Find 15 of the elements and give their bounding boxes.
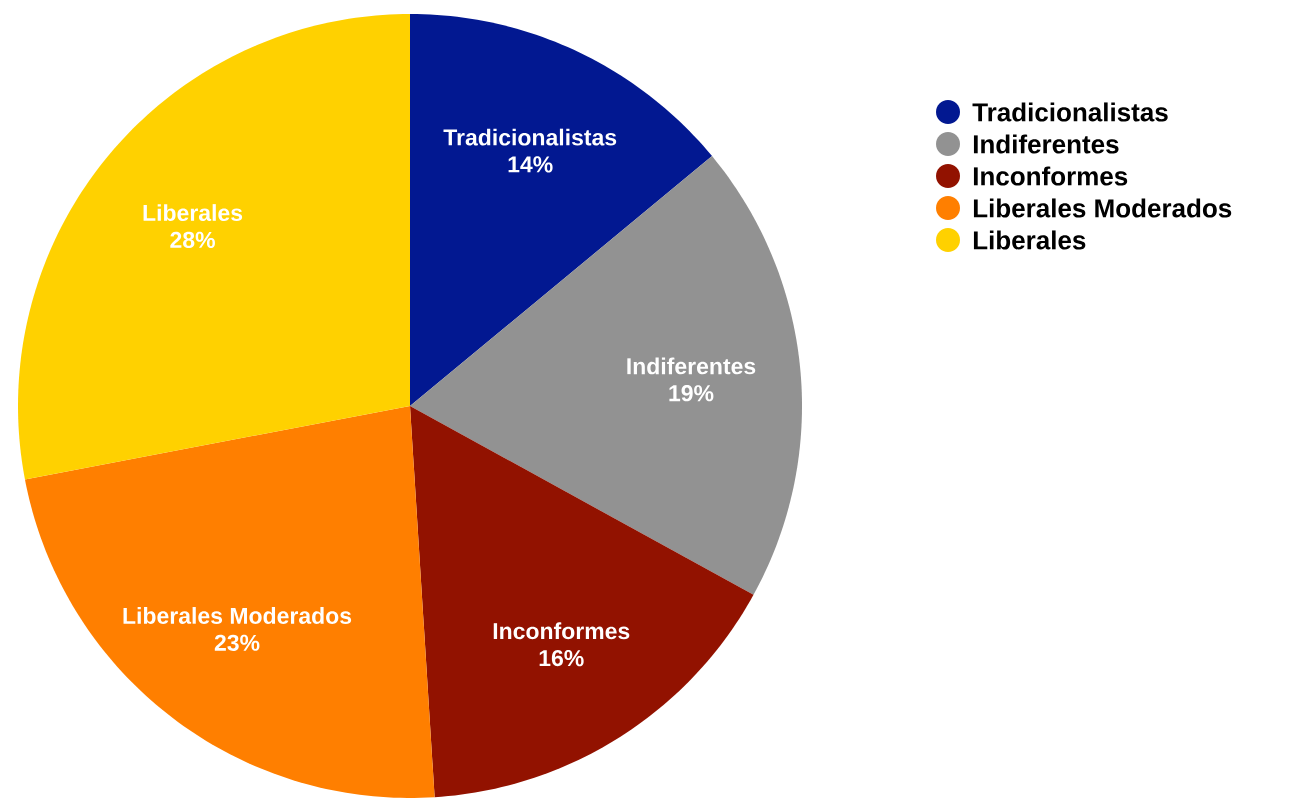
data-label: 28% [170, 231, 215, 249]
slice-label: Indiferentes [627, 357, 756, 375]
data-label: 23% [214, 634, 260, 651]
legend-label: Indiferentes [973, 134, 1119, 154]
data-label: 14% [508, 156, 553, 173]
legend-label: Liberales Moderados [973, 198, 1232, 218]
legend-label: Liberales [973, 230, 1086, 250]
slice-label: Tradicionalistas [443, 128, 617, 146]
legend-label: Tradicionalistas [972, 102, 1168, 122]
data-label: 19% [669, 385, 714, 402]
slice-label: Inconformes [493, 622, 630, 640]
data-label: 16% [539, 649, 584, 667]
slice-label: Liberales [143, 204, 243, 222]
slice-label: Liberales Moderados [123, 607, 352, 624]
legend-label: Inconformes [973, 166, 1128, 186]
